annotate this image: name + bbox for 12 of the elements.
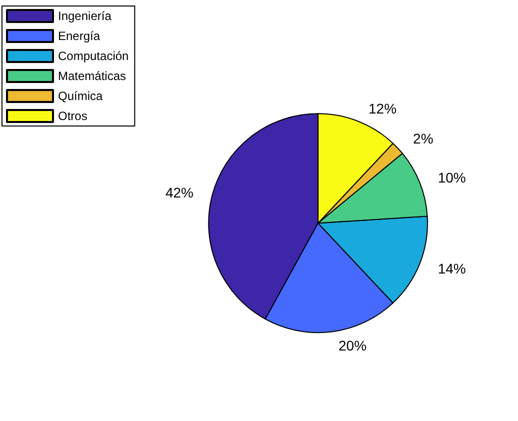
data-label: 20% [338, 338, 367, 354]
data-label: 42% [165, 184, 194, 200]
legend-label: Química [58, 89, 104, 103]
data-label: 12% [368, 100, 397, 116]
legend-label: Computación [58, 49, 129, 63]
data-label: 2% [413, 130, 434, 147]
data-label: 10% [438, 170, 466, 186]
data-label: 14% [438, 260, 466, 277]
legend-label: Ingeniería [58, 9, 112, 23]
legend-label: Energía [58, 29, 100, 43]
legend-label: Otros [58, 109, 88, 123]
legend-label: Matemáticas [58, 69, 126, 83]
